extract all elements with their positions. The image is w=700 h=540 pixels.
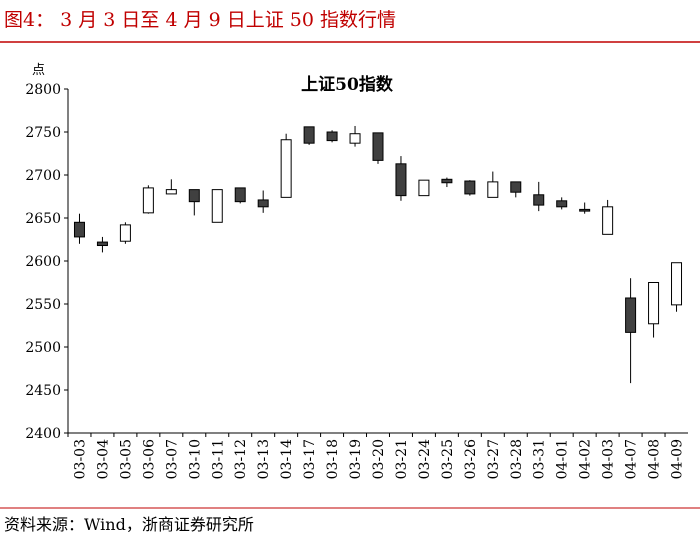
x-tick-label: 03-04: [95, 439, 111, 479]
candle-body: [96, 241, 108, 247]
candle-body: [142, 187, 154, 214]
x-tick-label: 04-01: [555, 439, 571, 479]
x-tick-label: 04-08: [647, 439, 663, 479]
x-tick-label: 03-03: [72, 439, 88, 479]
x-tick-label: 03-27: [486, 439, 502, 479]
candle-body: [326, 131, 338, 142]
x-tick-label: 03-07: [164, 439, 180, 479]
x-tick-label: 03-25: [440, 439, 456, 479]
x-tick-label: 03-18: [325, 439, 341, 479]
figure-title: 图4： 3 月 3 日至 4 月 9 日上证 50 指数行情: [4, 9, 396, 31]
candle-body: [119, 224, 131, 242]
candle-body: [165, 189, 177, 195]
candle-body: [464, 180, 476, 195]
candle-body: [73, 221, 85, 238]
candle-body: [487, 181, 499, 198]
x-tick-label: 03-05: [118, 439, 134, 479]
candle-body: [533, 194, 545, 206]
source: 资料来源：Wind，浙商证券研究所: [4, 515, 254, 534]
y-tick-label: 2750: [25, 125, 61, 141]
x-tick-label: 03-31: [532, 439, 548, 479]
x-tick-label: 04-02: [578, 439, 594, 479]
y-tick-label: 2400: [25, 426, 61, 442]
x-tick-label: 03-12: [233, 439, 249, 479]
y-tick-label: 2800: [25, 82, 61, 98]
candle-body: [257, 199, 269, 208]
candle-body: [280, 139, 292, 198]
x-tick-label: 03-06: [141, 439, 157, 479]
x-tick-label: 04-07: [624, 439, 640, 479]
x-tick-label: 03-21: [394, 439, 410, 479]
y-tick-label: 2700: [25, 168, 61, 184]
x-tick-label: 03-26: [463, 439, 479, 479]
candle-body: [648, 282, 660, 325]
x-tick-label: 03-11: [210, 439, 226, 479]
y-tick-label: 2650: [25, 211, 61, 227]
candle-body: [671, 262, 683, 306]
x-tick-label: 03-14: [279, 439, 295, 479]
candle-body: [349, 133, 361, 144]
x-tick-label: 03-10: [187, 439, 203, 479]
x-tick-label: 03-17: [302, 439, 318, 479]
x-tick-label: 04-09: [670, 439, 686, 479]
candle-body: [303, 126, 315, 144]
x-tick-label: 03-13: [256, 439, 272, 479]
x-tick-label: 03-24: [417, 439, 433, 479]
candle-body: [418, 179, 430, 197]
candle-body: [188, 189, 200, 203]
candle-body: [441, 178, 453, 184]
candle-body: [234, 187, 246, 203]
x-tick-label: 03-20: [371, 439, 387, 479]
y-axis-label: 点: [32, 63, 45, 78]
y-tick-label: 2600: [25, 254, 61, 270]
x-tick-label: 04-03: [601, 439, 617, 479]
x-tick-label: 03-28: [509, 439, 525, 479]
candle-body: [602, 206, 614, 235]
candle-body: [625, 297, 637, 333]
candle-body: [372, 132, 384, 161]
candle-body: [579, 208, 591, 212]
x-tick-label: 03-19: [348, 439, 364, 479]
chart-title: 上证50指数: [301, 74, 394, 95]
y-tick-label: 2550: [25, 297, 61, 313]
candle-body: [395, 163, 407, 197]
candle-body: [556, 200, 568, 208]
y-tick-label: 2500: [25, 340, 61, 356]
y-tick-label: 2450: [25, 383, 61, 399]
candle-body: [211, 189, 223, 223]
candle-body: [510, 181, 522, 193]
